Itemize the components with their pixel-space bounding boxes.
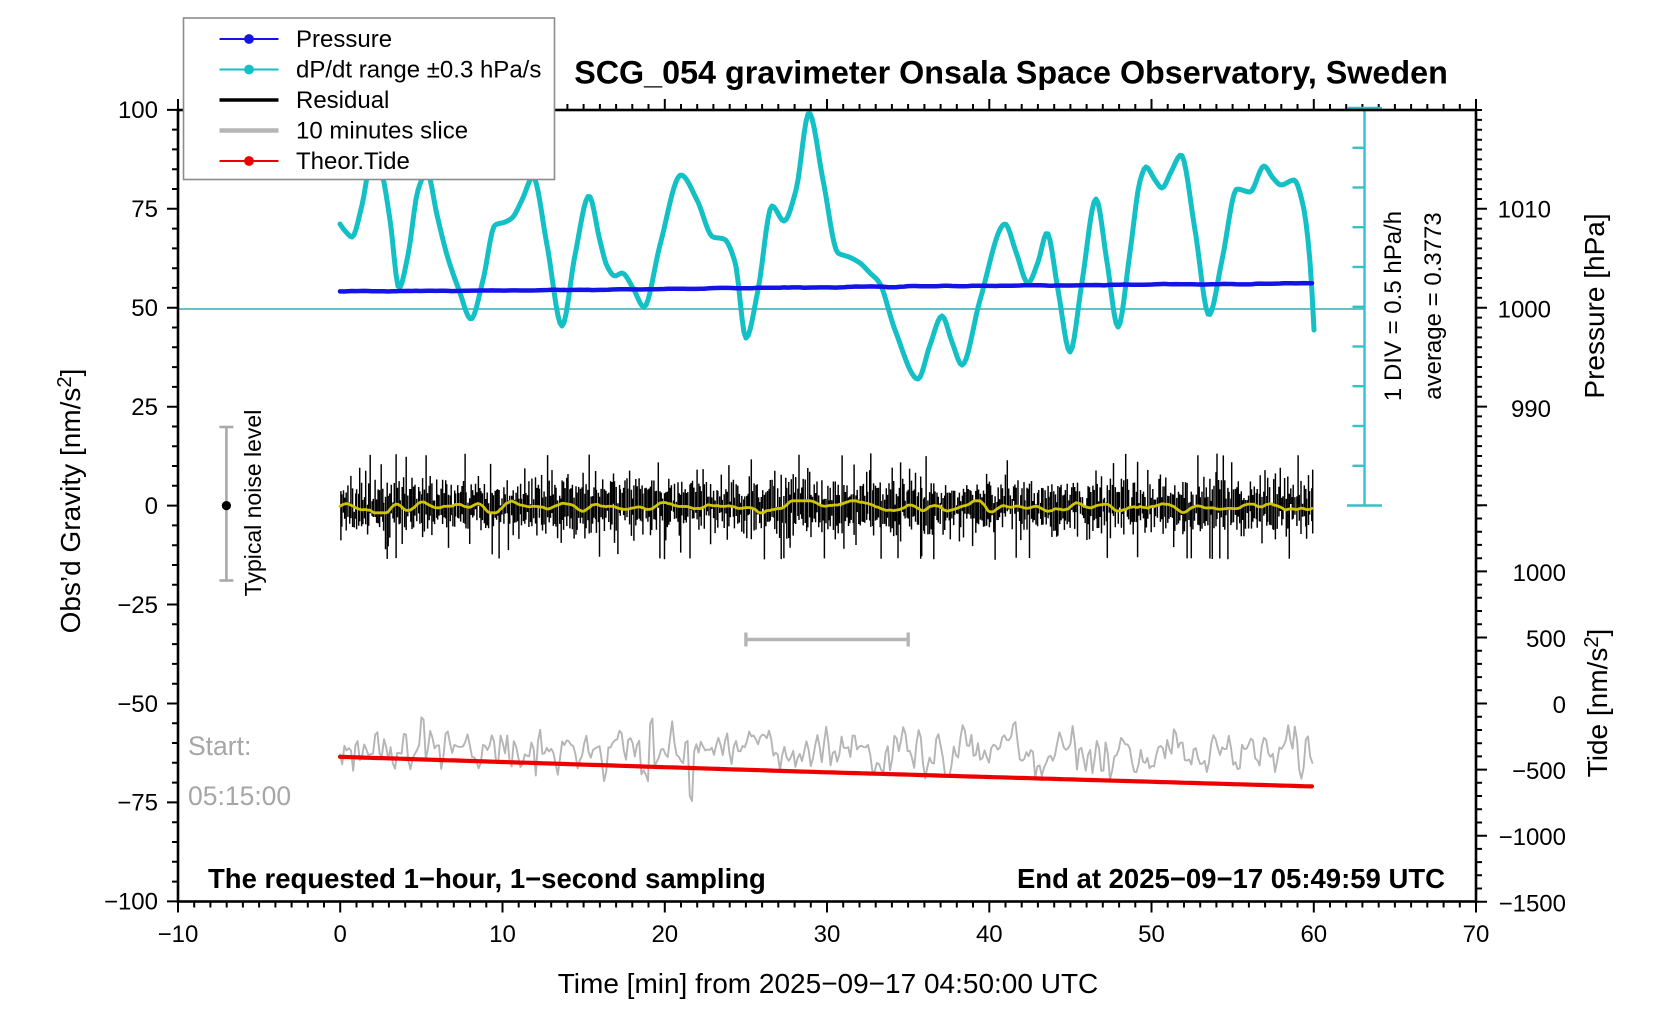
svg-text:Theor.Tide: Theor.Tide bbox=[296, 148, 410, 175]
svg-text:dP/dt range ±0.3 hPa/s: dP/dt range ±0.3 hPa/s bbox=[296, 57, 541, 84]
svg-text:40: 40 bbox=[976, 921, 1003, 948]
svg-text:1000: 1000 bbox=[1498, 296, 1551, 323]
svg-text:Residual: Residual bbox=[296, 87, 389, 114]
svg-text:−1000: −1000 bbox=[1499, 824, 1566, 851]
svg-text:05:15:00: 05:15:00 bbox=[188, 781, 291, 811]
svg-text:990: 990 bbox=[1511, 396, 1551, 423]
svg-text:100: 100 bbox=[118, 97, 158, 124]
svg-text:SCG_054 gravimeter Onsala Spac: SCG_054 gravimeter Onsala Space Observat… bbox=[574, 55, 1448, 91]
svg-text:20: 20 bbox=[651, 921, 678, 948]
svg-text:0: 0 bbox=[1553, 692, 1566, 719]
svg-text:50: 50 bbox=[1138, 921, 1165, 948]
svg-text:Tide [nm/s2]: Tide [nm/s2] bbox=[1581, 629, 1613, 778]
svg-text:−1500: −1500 bbox=[1499, 890, 1566, 917]
svg-text:End at 2025−09−17 05:49:59 UTC: End at 2025−09−17 05:49:59 UTC bbox=[1017, 863, 1445, 894]
svg-text:75: 75 bbox=[131, 196, 158, 223]
svg-text:Pressure: Pressure bbox=[296, 26, 392, 53]
svg-text:1010: 1010 bbox=[1498, 196, 1551, 223]
svg-text:30: 30 bbox=[814, 921, 841, 948]
svg-text:10: 10 bbox=[489, 921, 516, 948]
svg-text:average = 0.3773: average = 0.3773 bbox=[1420, 212, 1447, 400]
svg-text:500: 500 bbox=[1526, 626, 1566, 653]
svg-text:Pressure [hPa]: Pressure [hPa] bbox=[1579, 213, 1610, 398]
svg-text:−50: −50 bbox=[117, 691, 158, 718]
svg-text:−10: −10 bbox=[158, 921, 199, 948]
svg-text:−100: −100 bbox=[104, 889, 158, 916]
svg-text:0: 0 bbox=[145, 493, 158, 520]
svg-text:−25: −25 bbox=[117, 592, 158, 619]
svg-text:60: 60 bbox=[1300, 921, 1327, 948]
svg-text:−500: −500 bbox=[1512, 758, 1566, 785]
svg-text:10 minutes slice: 10 minutes slice bbox=[296, 118, 468, 145]
svg-text:50: 50 bbox=[131, 295, 158, 322]
svg-text:Obs’d Gravity [nm/s2]: Obs’d Gravity [nm/s2] bbox=[54, 369, 86, 634]
svg-text:The requested 1−hour, 1−second: The requested 1−hour, 1−second sampling bbox=[208, 863, 766, 894]
svg-text:Time [min] from 2025−09−17 04:: Time [min] from 2025−09−17 04:50:00 UTC bbox=[558, 968, 1099, 999]
svg-text:−75: −75 bbox=[117, 790, 158, 817]
svg-text:1 DIV = 0.5 hPa/h: 1 DIV = 0.5 hPa/h bbox=[1380, 211, 1407, 401]
svg-text:70: 70 bbox=[1463, 921, 1490, 948]
svg-text:Start:: Start: bbox=[188, 731, 251, 761]
svg-text:1000: 1000 bbox=[1513, 560, 1566, 587]
svg-text:0: 0 bbox=[334, 921, 347, 948]
svg-text:Typical noise level: Typical noise level bbox=[240, 410, 266, 597]
svg-text:25: 25 bbox=[131, 394, 158, 421]
